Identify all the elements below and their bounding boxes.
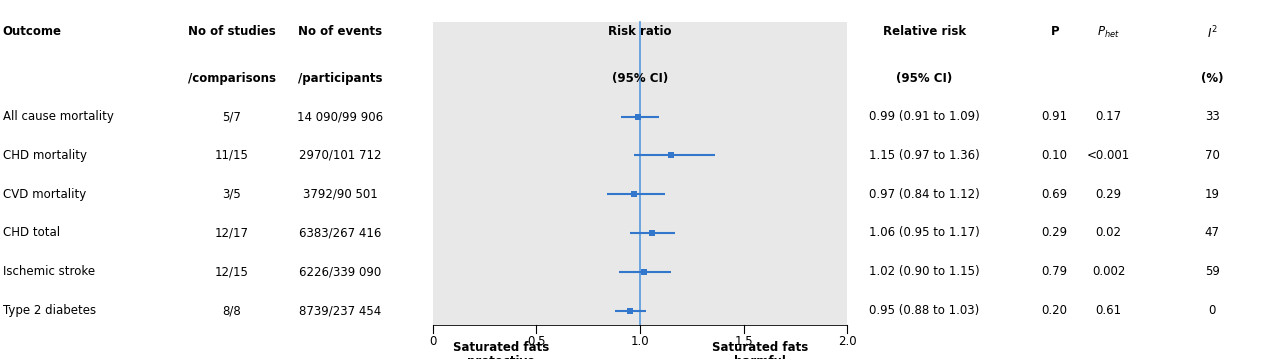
Text: (%): (%) xyxy=(1201,72,1224,85)
Text: 33: 33 xyxy=(1204,110,1220,123)
Text: 8/8: 8/8 xyxy=(223,304,241,317)
Text: P: P xyxy=(1051,25,1059,38)
Text: $\mathit{P}_{het}$: $\mathit{P}_{het}$ xyxy=(1097,25,1120,40)
Text: 0.20: 0.20 xyxy=(1042,304,1068,317)
Text: 0.5: 0.5 xyxy=(527,335,545,348)
Text: CHD mortality: CHD mortality xyxy=(3,149,87,162)
Text: 59: 59 xyxy=(1204,265,1220,278)
Text: /participants: /participants xyxy=(298,72,383,85)
Text: No of events: No of events xyxy=(298,25,383,38)
Text: 3/5: 3/5 xyxy=(223,188,241,201)
Text: 0.10: 0.10 xyxy=(1042,149,1068,162)
Text: 1.06 (0.95 to 1.17): 1.06 (0.95 to 1.17) xyxy=(869,227,979,239)
Text: 0.17: 0.17 xyxy=(1096,110,1121,123)
Text: 0.002: 0.002 xyxy=(1092,265,1125,278)
Text: 0: 0 xyxy=(429,335,436,348)
Text: 0.69: 0.69 xyxy=(1042,188,1068,201)
Text: CVD mortality: CVD mortality xyxy=(3,188,86,201)
Text: Saturated fats: Saturated fats xyxy=(712,341,809,354)
Text: 0.91: 0.91 xyxy=(1042,110,1068,123)
Text: Saturated fats: Saturated fats xyxy=(453,341,549,354)
Text: Ischemic stroke: Ischemic stroke xyxy=(3,265,95,278)
Text: 19: 19 xyxy=(1204,188,1220,201)
Text: harmful: harmful xyxy=(735,355,786,359)
Text: 12/17: 12/17 xyxy=(215,227,248,239)
Text: 2970/101 712: 2970/101 712 xyxy=(300,149,381,162)
Text: 0.97 (0.84 to 1.12): 0.97 (0.84 to 1.12) xyxy=(869,188,979,201)
Text: Type 2 diabetes: Type 2 diabetes xyxy=(3,304,96,317)
Text: CHD total: CHD total xyxy=(3,227,60,239)
Text: 0.61: 0.61 xyxy=(1096,304,1121,317)
Text: 3792/90 501: 3792/90 501 xyxy=(303,188,378,201)
Text: All cause mortality: All cause mortality xyxy=(3,110,114,123)
Text: protective: protective xyxy=(467,355,535,359)
Text: (95% CI): (95% CI) xyxy=(896,72,952,85)
Text: Outcome: Outcome xyxy=(3,25,61,38)
Text: 6383/267 416: 6383/267 416 xyxy=(300,227,381,239)
Text: 0.99 (0.91 to 1.09): 0.99 (0.91 to 1.09) xyxy=(869,110,979,123)
Text: $\mathit{I}^2$: $\mathit{I}^2$ xyxy=(1207,25,1217,42)
Text: No of studies: No of studies xyxy=(188,25,275,38)
Text: 14 090/99 906: 14 090/99 906 xyxy=(297,110,384,123)
Text: 0: 0 xyxy=(1208,304,1216,317)
Text: 47: 47 xyxy=(1204,227,1220,239)
Text: <0.001: <0.001 xyxy=(1087,149,1130,162)
Text: 0.02: 0.02 xyxy=(1096,227,1121,239)
Text: 12/15: 12/15 xyxy=(215,265,248,278)
Text: 1.5: 1.5 xyxy=(735,335,753,348)
Text: 2.0: 2.0 xyxy=(838,335,856,348)
Text: 11/15: 11/15 xyxy=(215,149,248,162)
Text: 6226/339 090: 6226/339 090 xyxy=(300,265,381,278)
Text: 8739/237 454: 8739/237 454 xyxy=(300,304,381,317)
Text: Risk ratio: Risk ratio xyxy=(608,25,672,38)
Text: 0.79: 0.79 xyxy=(1042,265,1068,278)
Text: Relative risk: Relative risk xyxy=(883,25,965,38)
Text: 70: 70 xyxy=(1204,149,1220,162)
Bar xyxy=(433,22,847,325)
Text: 0.29: 0.29 xyxy=(1096,188,1121,201)
Text: 1.0: 1.0 xyxy=(631,335,649,348)
Text: 0.95 (0.88 to 1.03): 0.95 (0.88 to 1.03) xyxy=(869,304,979,317)
Text: 0.29: 0.29 xyxy=(1042,227,1068,239)
Text: 5/7: 5/7 xyxy=(223,110,241,123)
Text: (95% CI): (95% CI) xyxy=(612,72,668,85)
Text: /comparisons: /comparisons xyxy=(188,72,275,85)
Text: 1.15 (0.97 to 1.36): 1.15 (0.97 to 1.36) xyxy=(869,149,979,162)
Text: 1.02 (0.90 to 1.15): 1.02 (0.90 to 1.15) xyxy=(869,265,979,278)
